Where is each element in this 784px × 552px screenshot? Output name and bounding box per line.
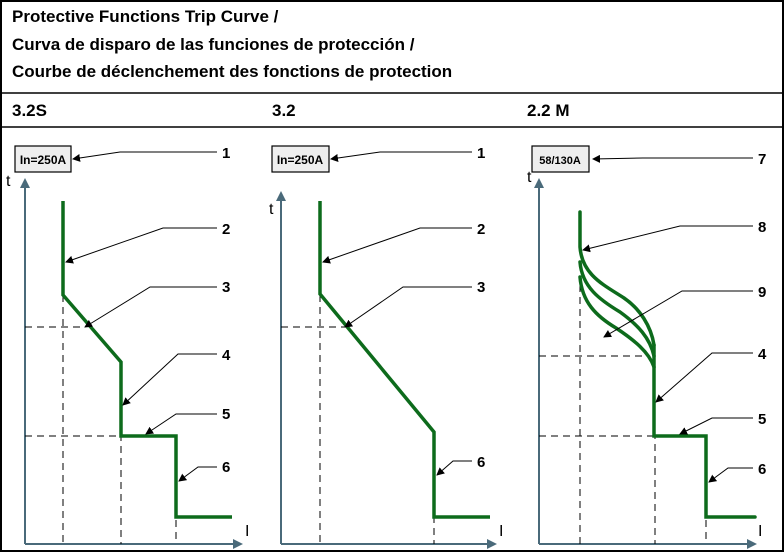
callout-line-4 — [122, 353, 217, 406]
callout-line-5 — [679, 417, 753, 435]
rating-label-box — [531, 145, 590, 173]
title-line-2: Curva de disparo de las funciones de pro… — [12, 35, 415, 54]
column-heading-2-2m: 2.2 M — [527, 101, 570, 120]
title-line-3: Courbe de déclenchement des fonctions de… — [12, 62, 453, 81]
callout-number-1: 1 — [477, 145, 485, 162]
callout-line-1 — [330, 151, 472, 162]
callout-line-3 — [344, 286, 472, 328]
callout-number-8: 8 — [758, 219, 766, 236]
rating-label: In=250A — [20, 153, 67, 167]
x-axis-label: I — [499, 523, 503, 540]
column-heading-3-2s: 3.2S — [12, 101, 47, 120]
trip-curve-tail — [652, 343, 757, 519]
callout-line-1 — [72, 151, 217, 162]
rating-label-box — [271, 145, 330, 173]
rating-label-box — [14, 145, 72, 173]
callout-number-6: 6 — [758, 461, 766, 478]
callout-line-7 — [592, 154, 753, 163]
callout-line-6 — [708, 467, 753, 483]
callout-number-3: 3 — [477, 279, 485, 296]
x-axis-label: I — [245, 523, 249, 540]
dashed-guides — [539, 285, 707, 544]
callout-line-5 — [145, 413, 217, 435]
trip-curve-mid — [578, 260, 656, 358]
y-axis-label: t — [6, 173, 11, 190]
callout-line-2 — [65, 227, 217, 264]
x-axis-label: I — [758, 523, 762, 540]
callout-number-7: 7 — [758, 151, 766, 168]
trip-curve — [61, 201, 232, 519]
callout-line-2 — [322, 227, 472, 264]
callout-number-5: 5 — [758, 411, 766, 428]
callout-line-8 — [582, 225, 753, 253]
callout-number-4: 4 — [222, 347, 231, 364]
dashed-guides — [281, 295, 435, 544]
y-axis-label: t — [269, 201, 274, 218]
rating-label: In=250A — [277, 153, 324, 167]
panel-3-2: t I In=250A 1 2 3 6 — [269, 145, 503, 549]
y-axis-label: t — [527, 169, 532, 186]
callout-line-4 — [655, 352, 753, 403]
panel-3-2s: t I In=250A — [6, 145, 249, 549]
title-line-1: Protective Functions Trip Curve / — [12, 7, 279, 26]
callout-number-6: 6 — [222, 459, 230, 476]
panel-2-2m: t I 58/130A — [527, 145, 767, 549]
trip-curves-family — [578, 210, 757, 519]
callout-number-1: 1 — [222, 145, 230, 162]
callout-number-4: 4 — [758, 346, 767, 363]
callout-number-6: 6 — [477, 454, 485, 471]
trip-curve-high — [578, 210, 656, 347]
callout-number-2: 2 — [222, 221, 230, 238]
callout-number-9: 9 — [758, 284, 766, 301]
callout-number-2: 2 — [477, 221, 485, 238]
trip-curve-low — [578, 275, 656, 369]
callout-line-3 — [84, 286, 217, 328]
callout-line-6 — [436, 460, 472, 476]
callout-line-9 — [603, 290, 753, 338]
callout-line-6 — [178, 466, 217, 482]
callout-number-3: 3 — [222, 279, 230, 296]
column-heading-3-2: 3.2 — [272, 101, 296, 120]
dashed-guides — [25, 295, 177, 544]
trip-curve — [318, 201, 490, 519]
callout-number-5: 5 — [222, 406, 230, 423]
rating-label: 58/130A — [539, 155, 581, 167]
